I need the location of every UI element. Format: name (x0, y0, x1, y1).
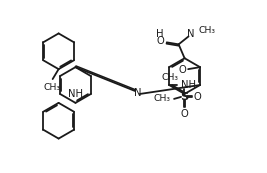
Text: NH: NH (68, 89, 83, 99)
Text: S: S (180, 92, 188, 102)
Text: O: O (178, 65, 186, 75)
Text: NH: NH (181, 80, 196, 90)
Text: O: O (194, 92, 202, 102)
Text: CH₃: CH₃ (43, 83, 60, 92)
Text: O: O (180, 109, 188, 119)
Text: CH₃: CH₃ (161, 73, 178, 82)
Text: CH₃: CH₃ (198, 26, 215, 35)
Text: O: O (156, 36, 164, 46)
Text: N: N (134, 88, 142, 98)
Text: H: H (156, 29, 164, 39)
Text: CH₃: CH₃ (153, 94, 170, 103)
Text: N: N (187, 29, 194, 39)
